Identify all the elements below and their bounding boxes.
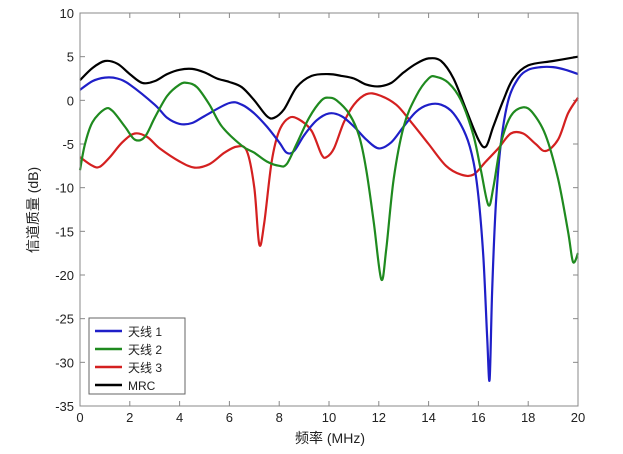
y-tick-label: -30 <box>55 355 74 370</box>
x-tick-label: 6 <box>226 410 233 425</box>
series-line-4 <box>79 55 579 149</box>
y-tick-label: -35 <box>55 399 74 414</box>
y-tick-label: -25 <box>55 312 74 327</box>
y-tick-label: -10 <box>55 181 74 196</box>
x-tick-label: 14 <box>421 410 435 425</box>
legend-label: MRC <box>128 379 156 393</box>
y-tick-label: -5 <box>62 137 74 152</box>
y-tick-label: 10 <box>60 6 74 21</box>
x-tick-label: 16 <box>471 410 485 425</box>
legend-label: 天线 2 <box>128 343 162 357</box>
x-tick-label: 20 <box>571 410 585 425</box>
x-tick-label: 18 <box>521 410 535 425</box>
x-tick-label: 4 <box>176 410 183 425</box>
x-tick-label: 10 <box>322 410 336 425</box>
x-tick-label: 2 <box>126 410 133 425</box>
x-tick-label: 8 <box>276 410 283 425</box>
y-tick-label: -20 <box>55 268 74 283</box>
series-line-1 <box>79 65 579 382</box>
y-tick-label: 0 <box>67 93 74 108</box>
y-axis-label: 信道质量 (dB) <box>25 167 41 253</box>
series-line-2 <box>78 75 580 282</box>
series-line-3 <box>79 92 579 247</box>
plot-frame <box>79 12 579 407</box>
legend-label: 天线 1 <box>128 325 162 339</box>
y-tick-label: 5 <box>67 50 74 65</box>
x-tick-label: 0 <box>76 410 83 425</box>
legend: 天线 1 天线 2 天线 3 MRC <box>88 317 186 395</box>
x-axis-label: 频率 (MHz) <box>295 430 365 446</box>
legend-label: 天线 3 <box>128 361 162 375</box>
y-tick-label: -15 <box>55 224 74 239</box>
x-tick-label: 12 <box>372 410 386 425</box>
